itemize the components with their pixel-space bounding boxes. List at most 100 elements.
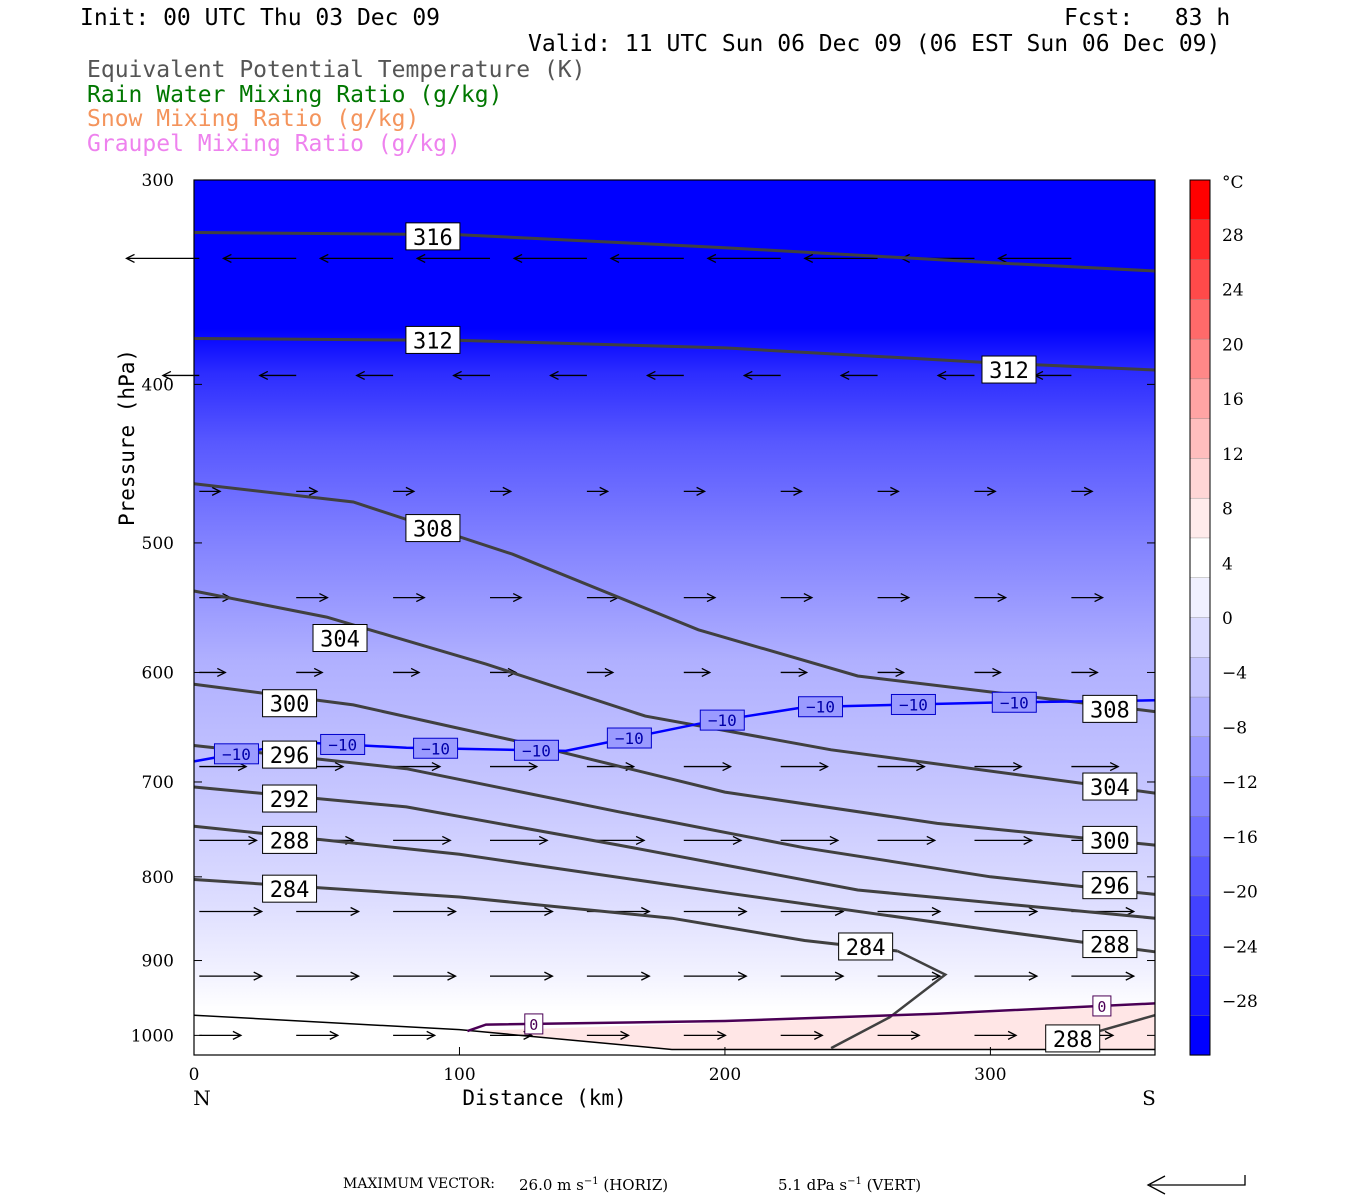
theta-e-label-box [405,222,461,251]
axes: 300 400 500 600 700 800 900 1000 0 100 200 300 Dista… [115,171,1156,1110]
isotherm-zero-label-box [524,1013,544,1035]
colorbar-frame [1189,179,1211,1056]
theta-e-contour-288 [193,824,1156,954]
wind-vector-head [232,1030,243,1040]
theta-e-label-text: 300 [270,693,310,718]
isotherm-label-text: −10 [222,745,251,764]
valid-time: Valid: 11 UTC Sun 06 Dec 09 (06 EST Sun … [528,31,1221,57]
theta-e-contour-296 [193,744,1156,896]
wind-vector [877,486,900,496]
theta-e-label: 312 [405,325,461,354]
wind-vector [974,667,1002,678]
plot-area: −10 −10 −10 −10 −10 −10 −10 −10 −10 0 0 316 312 312 30… [125,180,1156,1055]
wind-vector [199,667,227,678]
ground-mask [194,1015,1155,1055]
wind-vector [199,971,264,981]
wind-vector-head [512,593,523,603]
isotherm-label-box [890,693,936,715]
colorbar-swatch [1189,975,1211,1016]
theta-e-label: 300 [1082,825,1138,854]
wind-vector [586,1030,630,1040]
isotherm-label: −10 [213,743,259,765]
isotherm-zero-label-text: 0 [1097,998,1106,1016]
wind-vector [683,486,707,496]
wind-vector [877,971,942,981]
theta-e-label: 292 [262,784,318,813]
theta-e-label-text: 284 [270,878,310,903]
field-label-theta-e: Equivalent Potential Temperature (K) [87,57,586,83]
colorbar-tick-label: −16 [1222,828,1258,848]
wind-vector [683,835,743,845]
colorbar: °C 28 24 20 16 12 8 4 0 −4 −8 −12 −16 −20 −24 −28 [1189,173,1258,1056]
wind-vector-head [248,835,258,845]
wind-vector-head [1012,762,1023,772]
wind-vector [997,253,1072,263]
wind-vector-head [1028,971,1039,981]
isotherm-zero-label-box [1092,995,1112,1017]
theta-e-label: 308 [1082,694,1138,723]
wind-vector [877,906,942,917]
wind-vector-head [431,762,442,772]
wind-vector-head [253,971,264,981]
wind-vector [609,253,684,263]
wind-vector-head [161,370,172,381]
isotherm-label-box [798,696,844,718]
forecast-hour: Fcst: 83 h [1064,5,1231,31]
isotherm-zero-label: 0 [524,1013,544,1035]
isotherm-label-text: −10 [899,695,928,714]
wind-vector-head [609,253,620,263]
y-tick-label: 400 [142,375,174,395]
colorbar-swatch [1189,259,1211,301]
theta-e-label-box [312,624,368,653]
isotherm-label: −10 [606,727,652,749]
wind-vector [393,593,426,603]
wind-vector [742,370,781,381]
wind-vector-head [793,486,803,496]
theta-e-label-box [838,932,894,961]
wind-vector [1071,486,1094,496]
theta-e-contour-316 [193,231,1156,273]
wind-vector [199,835,258,845]
wind-vector-head [803,593,814,603]
colorbar-tick-label: −8 [1222,718,1247,738]
y-axis-label: Pressure (hPa) [115,349,139,526]
wind-vector [199,906,264,917]
colorbar-tick-label: 24 [1222,281,1244,301]
wind-vector [489,762,539,772]
wind-vector-head [926,835,937,845]
wind-vector [780,762,829,772]
isotherm-label-box [699,709,745,731]
wind-vector [1071,762,1120,772]
wind-vector-head [416,593,426,603]
theta-e-label: 312 [981,355,1037,384]
colorbar-tick-label: 8 [1222,500,1233,520]
wind-vector-head [936,370,947,381]
warm-layer-shading [467,1004,1155,1050]
wind-vector-head [217,667,227,678]
wind-vector-head [313,667,324,678]
theta-e-label: 304 [312,624,368,653]
wind-vector [706,253,781,263]
wind-vector-head [442,835,452,845]
wind-vector [296,971,361,981]
wind-vector [393,486,416,496]
colorbar-tick-label: 28 [1222,226,1244,246]
wind-vector [683,1030,727,1040]
wind-vector-head [329,1030,340,1040]
theta-e-label-box [405,325,461,354]
x-tick-label: 0 [189,1065,200,1085]
colorbar-swatch [1189,497,1211,539]
wind-vector-head [737,971,748,981]
theta-e-label-text: 300 [1090,829,1130,854]
horiz-unit: (HORIZ) [598,1176,669,1194]
wind-vector [1071,667,1099,678]
wind-vector [586,971,651,981]
wind-vector [452,370,490,381]
wind-vector [489,906,554,917]
colorbar-swatch [1189,577,1211,619]
wind-vector-head [645,370,656,381]
theta-e-label: 300 [262,689,318,718]
wind-vector-head [221,253,232,263]
theta-e-label: 288 [1082,930,1138,959]
theta-e-contour-292 [193,785,1156,920]
